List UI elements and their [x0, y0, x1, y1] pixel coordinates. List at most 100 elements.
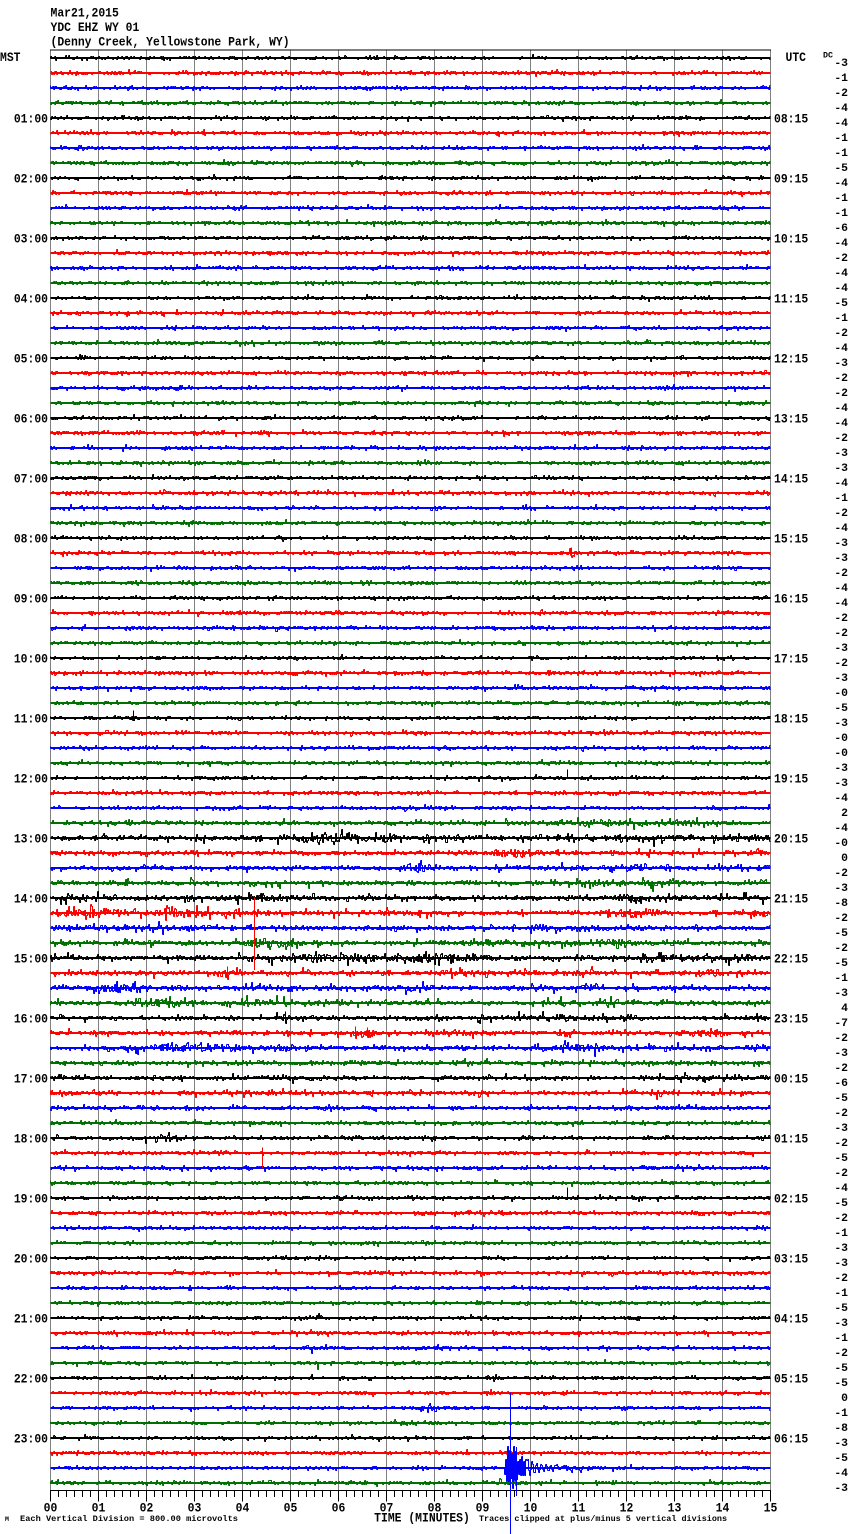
- svg-text:03: 03: [188, 1501, 202, 1516]
- svg-text:0: 0: [841, 1393, 848, 1405]
- svg-text:15:15: 15:15: [774, 532, 808, 547]
- svg-text:-2: -2: [834, 1063, 848, 1075]
- svg-text:-5: -5: [834, 958, 848, 970]
- svg-text:-3: -3: [834, 643, 848, 655]
- svg-text:-3: -3: [834, 988, 848, 1000]
- svg-text:-3: -3: [834, 1483, 848, 1495]
- svg-text:-1: -1: [834, 148, 848, 160]
- svg-text:-1: -1: [834, 313, 848, 325]
- svg-text:-5: -5: [834, 163, 848, 175]
- svg-text:12: 12: [620, 1501, 634, 1516]
- svg-text:22:00: 22:00: [14, 1372, 48, 1387]
- svg-text:08: 08: [428, 1501, 442, 1516]
- svg-text:-2: -2: [834, 658, 848, 670]
- svg-text:-8: -8: [834, 1423, 848, 1435]
- svg-text:-3: -3: [834, 763, 848, 775]
- svg-text:-4: -4: [834, 598, 848, 610]
- svg-text:-2: -2: [834, 943, 848, 955]
- svg-text:-7: -7: [834, 1018, 848, 1030]
- svg-text:-3: -3: [834, 358, 848, 370]
- svg-text:10: 10: [524, 1501, 538, 1516]
- svg-text:-4: -4: [834, 793, 848, 805]
- svg-text:-4: -4: [834, 238, 848, 250]
- svg-text:-0: -0: [834, 748, 848, 760]
- svg-text:04:15: 04:15: [774, 1312, 808, 1327]
- svg-text:Mar21,2015: Mar21,2015: [51, 6, 119, 21]
- svg-text:13:15: 13:15: [774, 412, 808, 427]
- svg-text:17:15: 17:15: [774, 652, 808, 667]
- svg-text:-2: -2: [834, 1213, 848, 1225]
- svg-text:-3: -3: [834, 1438, 848, 1450]
- svg-text:-4: -4: [834, 268, 848, 280]
- svg-text:-6: -6: [834, 1078, 848, 1090]
- svg-text:11:15: 11:15: [774, 292, 808, 307]
- svg-text:-2: -2: [834, 1108, 848, 1120]
- svg-text:-1: -1: [834, 208, 848, 220]
- svg-text:0: 0: [841, 853, 848, 865]
- svg-text:18:00: 18:00: [14, 1132, 48, 1147]
- svg-text:17:00: 17:00: [14, 1072, 48, 1087]
- svg-text:-3: -3: [834, 463, 848, 475]
- svg-text:-1: -1: [834, 193, 848, 205]
- svg-text:06:00: 06:00: [14, 412, 48, 427]
- svg-text:08:00: 08:00: [14, 532, 48, 547]
- svg-text:-4: -4: [834, 523, 848, 535]
- svg-text:13:00: 13:00: [14, 832, 48, 847]
- svg-text:-2: -2: [834, 388, 848, 400]
- svg-text:M: M: [5, 1516, 9, 1523]
- svg-text:-2: -2: [834, 568, 848, 580]
- svg-text:-5: -5: [834, 298, 848, 310]
- svg-text:23:15: 23:15: [774, 1012, 808, 1027]
- svg-text:14: 14: [716, 1501, 730, 1516]
- svg-text:-5: -5: [834, 1093, 848, 1105]
- svg-text:05:00: 05:00: [14, 352, 48, 367]
- svg-text:-4: -4: [834, 283, 848, 295]
- svg-text:-1: -1: [834, 493, 848, 505]
- svg-text:11:00: 11:00: [14, 712, 48, 727]
- svg-text:04:00: 04:00: [14, 292, 48, 307]
- svg-text:-2: -2: [834, 868, 848, 880]
- svg-text:11: 11: [572, 1501, 586, 1516]
- svg-text:-4: -4: [834, 103, 848, 115]
- svg-text:-3: -3: [834, 718, 848, 730]
- svg-text:14:00: 14:00: [14, 892, 48, 907]
- svg-text:18:15: 18:15: [774, 712, 808, 727]
- svg-text:-0: -0: [834, 733, 848, 745]
- svg-text:09:15: 09:15: [774, 172, 808, 187]
- svg-text:-2: -2: [834, 253, 848, 265]
- svg-text:-5: -5: [834, 1453, 848, 1465]
- svg-text:-4: -4: [834, 343, 848, 355]
- svg-text:01: 01: [92, 1501, 106, 1516]
- svg-text:05: 05: [284, 1501, 298, 1516]
- svg-text:-3: -3: [834, 448, 848, 460]
- svg-text:-2: -2: [834, 1033, 848, 1045]
- svg-text:DC: DC: [823, 52, 833, 61]
- svg-text:-5: -5: [834, 703, 848, 715]
- svg-text:-2: -2: [834, 373, 848, 385]
- svg-text:-3: -3: [834, 553, 848, 565]
- svg-text:02: 02: [140, 1501, 154, 1516]
- svg-text:MST: MST: [0, 50, 21, 65]
- svg-text:-1: -1: [834, 1288, 848, 1300]
- svg-text:-8: -8: [834, 898, 848, 910]
- svg-text:-4: -4: [834, 118, 848, 130]
- svg-text:04: 04: [236, 1501, 250, 1516]
- svg-text:05:15: 05:15: [774, 1372, 808, 1387]
- svg-text:08:15: 08:15: [774, 112, 808, 127]
- svg-text:13: 13: [668, 1501, 682, 1516]
- svg-text:-5: -5: [834, 1153, 848, 1165]
- svg-text:-2: -2: [834, 433, 848, 445]
- svg-text:21:00: 21:00: [14, 1312, 48, 1327]
- svg-text:-1: -1: [834, 73, 848, 85]
- svg-text:-4: -4: [834, 418, 848, 430]
- svg-text:-3: -3: [834, 538, 848, 550]
- svg-text:16:15: 16:15: [774, 592, 808, 607]
- svg-text:-2: -2: [834, 328, 848, 340]
- svg-text:-1: -1: [834, 133, 848, 145]
- svg-text:(Denny Creek, Yellowstone Park: (Denny Creek, Yellowstone Park, WY): [51, 35, 290, 50]
- svg-text:TIME (MINUTES): TIME (MINUTES): [374, 1511, 470, 1526]
- svg-text:06: 06: [332, 1501, 346, 1516]
- svg-text:-4: -4: [834, 1468, 848, 1480]
- svg-text:12:00: 12:00: [14, 772, 48, 787]
- svg-text:07:00: 07:00: [14, 472, 48, 487]
